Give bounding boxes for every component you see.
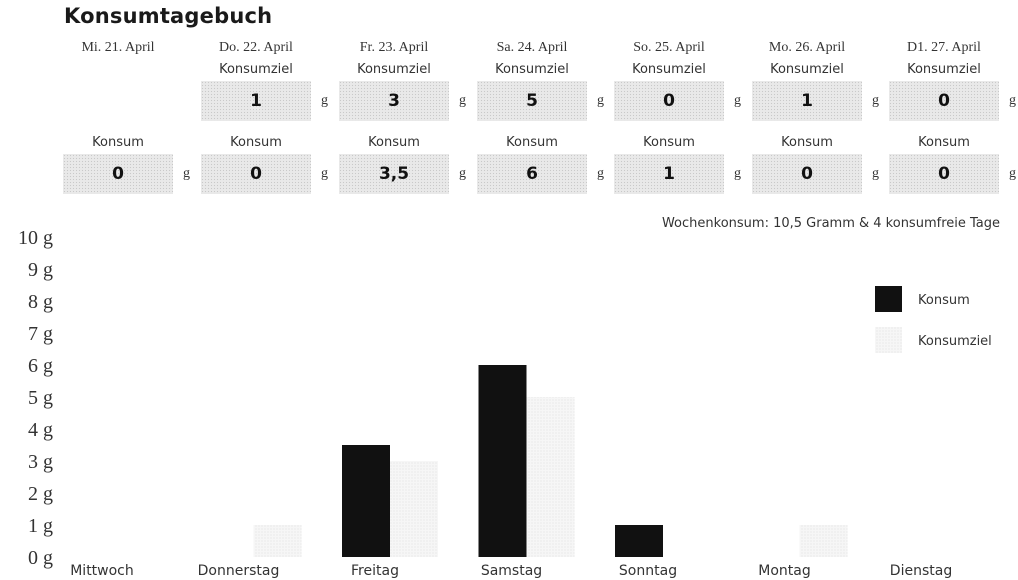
goal-value: 5: [477, 81, 587, 121]
consumption-label: Konsum: [643, 135, 695, 150]
consumption-unit: g: [321, 166, 328, 181]
consumption-bar: [615, 525, 663, 557]
day-date: So. 25. April: [633, 40, 705, 55]
day-date: Fr. 23. April: [359, 40, 429, 55]
consumption-unit: g: [183, 166, 190, 181]
x-tick-label: Dienstag: [890, 563, 952, 579]
consumption-label: Konsum: [506, 135, 558, 150]
consumption-label: Konsum: [368, 135, 420, 150]
legend-swatch-goal: [875, 327, 902, 353]
day-date: Sa. 24. April: [496, 40, 568, 55]
consumption-bar: [478, 365, 527, 557]
goal-label: Konsumziel: [357, 62, 431, 77]
y-tick-label: 3 g: [28, 451, 53, 473]
consumption-value: 6: [477, 154, 587, 194]
day-date: Do. 22. April: [219, 40, 293, 55]
legend-label-consumption: Konsum: [918, 293, 970, 308]
x-tick-label: Samstag: [481, 563, 542, 579]
y-tick-label: 4 g: [28, 419, 53, 441]
consumption-unit: g: [459, 166, 466, 181]
x-tick-label: Sonntag: [619, 563, 677, 579]
goal-value: 1: [201, 81, 311, 121]
consumption-unit: g: [597, 166, 604, 181]
x-tick-label: Donnerstag: [198, 563, 280, 579]
legend-swatch-consumption: [875, 286, 902, 312]
goal-unit: g: [597, 93, 604, 108]
consumption-bar: [342, 445, 390, 557]
legend-label-goal: Konsumziel: [918, 334, 992, 349]
day-date: Mi. 21. April: [81, 40, 155, 55]
goal-value: 3: [339, 81, 449, 121]
consumption-value: 0: [752, 154, 862, 194]
goal-label: Konsumziel: [219, 62, 293, 77]
goal-bar: [390, 461, 438, 557]
y-tick-label: 7 g: [28, 323, 53, 345]
y-tick-label: 8 g: [28, 291, 53, 313]
consumption-value: 0: [63, 154, 173, 194]
goal-value: 0: [614, 81, 724, 121]
goal-label: Konsumziel: [770, 62, 844, 77]
goal-label: Konsumziel: [632, 62, 706, 77]
goal-unit: g: [321, 93, 328, 108]
y-tick-label: 0 g: [28, 547, 53, 569]
x-tick-label: Mittwoch: [70, 563, 134, 579]
goal-value: 1: [752, 81, 862, 121]
goal-bar: [526, 397, 575, 557]
day-date: D1. 27. April: [907, 40, 981, 55]
weekly-summary: Wochenkonsum: 10,5 Gramm & 4 konsumfreie…: [661, 216, 1000, 231]
x-tick-label: Montag: [758, 563, 810, 579]
consumption-label: Konsum: [92, 135, 144, 150]
consumption-unit: g: [1009, 166, 1016, 181]
goal-unit: g: [1009, 93, 1016, 108]
x-tick-label: Freitag: [351, 563, 399, 579]
goal-label: Konsumziel: [495, 62, 569, 77]
goal-unit: g: [459, 93, 466, 108]
goal-bar: [253, 525, 302, 557]
y-tick-label: 9 g: [28, 259, 53, 281]
goal-unit: g: [872, 93, 879, 108]
consumption-value: 3,5: [339, 154, 449, 194]
consumption-unit: g: [734, 166, 741, 181]
consumption-value: 0: [889, 154, 999, 194]
consumption-label: Konsum: [230, 135, 282, 150]
y-tick-label: 5 g: [28, 387, 53, 409]
goal-value: 0: [889, 81, 999, 121]
page-title: Konsumtagebuch: [64, 4, 273, 28]
y-tick-label: 2 g: [28, 483, 53, 505]
y-tick-label: 10 g: [18, 227, 53, 249]
goal-unit: g: [734, 93, 741, 108]
consumption-unit: g: [872, 166, 879, 181]
consumption-value: 0: [201, 154, 311, 194]
consumption-value: 1: [614, 154, 724, 194]
consumption-label: Konsum: [781, 135, 833, 150]
goal-bar: [799, 525, 848, 557]
goal-label: Konsumziel: [907, 62, 981, 77]
consumption-label: Konsum: [918, 135, 970, 150]
y-tick-label: 1 g: [28, 515, 53, 537]
day-date: Mo. 26. April: [768, 40, 846, 55]
y-tick-label: 6 g: [28, 355, 53, 377]
